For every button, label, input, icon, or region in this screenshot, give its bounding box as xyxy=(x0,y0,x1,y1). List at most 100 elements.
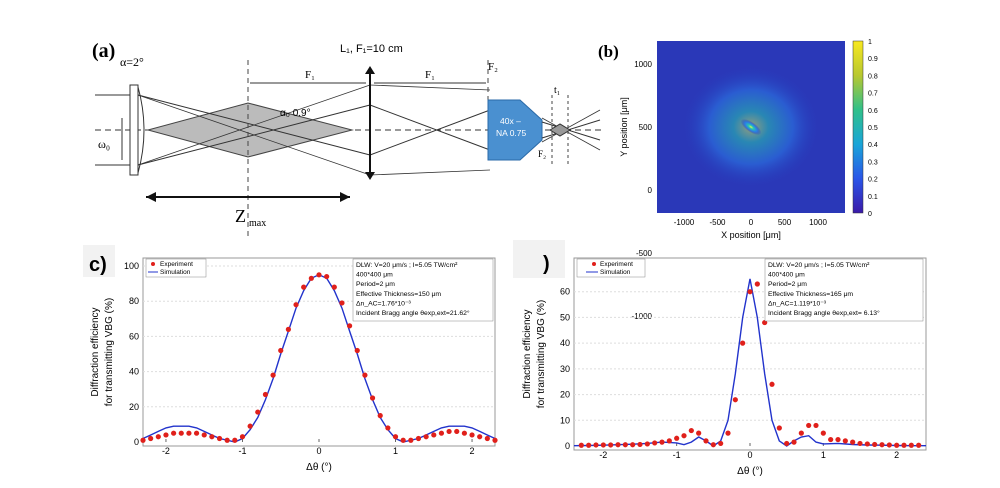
panel-b-xlabel: X position [μm] xyxy=(721,230,781,240)
f1-label: F₁ xyxy=(305,69,315,81)
experiment-point xyxy=(842,438,848,444)
experiment-point xyxy=(400,437,406,443)
info-line: DLW: V=20 μm/s ; I=5.05 TW/cm² xyxy=(768,262,870,269)
experiment-point xyxy=(232,437,238,443)
info-line: 400*400 μm xyxy=(356,272,393,279)
panel-b-xtick-label: 500 xyxy=(778,218,792,227)
experiment-point xyxy=(377,413,383,419)
panel-d-xlabel: Δθ (°) xyxy=(737,466,763,477)
ray-4 xyxy=(137,84,371,166)
experiment-point xyxy=(630,442,636,448)
bessel-zone xyxy=(146,102,354,158)
lens-arrow-bottom xyxy=(365,172,375,180)
colorbar-tick-label: 0.2 xyxy=(868,177,878,184)
zmax-sub: max xyxy=(249,218,266,229)
xtick-label: -1 xyxy=(238,446,246,456)
panel-b-ytick-label: -500 xyxy=(636,249,653,258)
experiment-point xyxy=(798,430,804,436)
experiment-point xyxy=(725,430,731,436)
lens-arrow-top xyxy=(365,66,375,74)
experiment-point xyxy=(454,428,460,435)
experiment-point xyxy=(916,442,922,448)
experiment-point xyxy=(408,437,414,443)
xtick-label: 1 xyxy=(821,450,826,460)
colorbar-tick-label: 0.8 xyxy=(868,73,878,80)
panel-a-label: (a) xyxy=(92,40,115,62)
experiment-point xyxy=(155,434,161,440)
ytick-label: 40 xyxy=(129,367,139,377)
colorbar xyxy=(852,40,864,214)
info-line: Period=2 μm xyxy=(356,281,395,288)
experiment-point xyxy=(362,372,368,378)
ytick-label: 60 xyxy=(560,287,570,297)
experiment-point xyxy=(163,432,169,438)
axicon xyxy=(129,84,139,176)
xtick-label: 2 xyxy=(470,446,475,456)
xtick-label: 2 xyxy=(894,450,899,460)
info-line: Incident Bragg angle θexp,ext=21.62° xyxy=(356,309,470,317)
experiment-point xyxy=(791,439,797,445)
experiment-point xyxy=(178,430,184,436)
experiment-point xyxy=(776,425,782,431)
panel-d-plot-area: 0 10 20 30 40 50 60 -2 -1 0 1 2 xyxy=(560,278,926,460)
beam-spot xyxy=(740,118,762,136)
panel-c-info-box xyxy=(352,258,494,322)
ray-7 xyxy=(369,84,491,91)
objective-lens xyxy=(487,99,543,161)
colorbar-tick-label: 0.6 xyxy=(868,108,878,115)
experiment-point xyxy=(278,347,284,354)
panel-b-xtick-label: 1000 xyxy=(809,218,827,227)
experiment-point xyxy=(857,440,863,447)
experiment-point xyxy=(894,442,900,448)
colorbar-tick-label: 0.3 xyxy=(868,159,878,166)
ytick-label: 20 xyxy=(129,402,139,412)
panel-d-info-text: DLW: V=20 μm/s ; I=5.05 TW/cm² 400*400 μm… xyxy=(768,262,880,317)
experiment-point xyxy=(262,391,269,398)
panel-b-ytick-label: 1000 xyxy=(634,60,652,69)
ytick-label: 20 xyxy=(560,390,570,400)
panel-d-frame xyxy=(573,257,927,451)
ytick-label: 0 xyxy=(134,437,139,447)
colorbar-tick-label: 0.5 xyxy=(868,125,878,132)
experiment-point xyxy=(784,440,790,447)
xtick-label: -2 xyxy=(599,450,607,460)
panel-b-ytick-label: 500 xyxy=(639,123,653,132)
xtick-label: 0 xyxy=(747,450,752,460)
info-line: Period=2 μm xyxy=(768,281,807,288)
info-line: DLW: V=20 μm/s ; I=5.05 TW/cm² xyxy=(356,262,458,269)
experiment-point xyxy=(666,438,672,444)
zmax-arrow-right xyxy=(340,192,350,202)
experiment-point xyxy=(209,434,215,440)
xtick-label: -2 xyxy=(162,446,170,456)
experiment-point xyxy=(901,442,907,448)
panel-c-xlabel: Δθ (°) xyxy=(306,462,332,473)
experiment-point xyxy=(308,275,314,281)
ray-5 xyxy=(369,109,491,156)
colorbar-tick-label: 0 xyxy=(868,211,872,218)
ray-8 xyxy=(369,169,491,176)
experiment-point xyxy=(864,441,870,447)
panel-c-label-box xyxy=(83,245,115,277)
panel-d-chart: ) 0 10 20 30 40 50 60 -2 -1 0 1 2 Δθ (°) Diffractio… xyxy=(513,240,927,477)
experiment-point xyxy=(820,430,826,436)
ytick-label: 0 xyxy=(565,441,570,451)
lens-label: L₁, F₁=10 cm xyxy=(340,43,403,55)
ytick-label: 80 xyxy=(129,296,139,306)
panel-b-y-ticks: 1000 500 0 -500 -1000 xyxy=(632,60,653,321)
experiment-point xyxy=(732,397,738,403)
experiment-point xyxy=(674,435,680,441)
objective-label-1: 40x – xyxy=(500,116,521,126)
experiment-point xyxy=(762,319,768,326)
experiment-point xyxy=(484,435,490,442)
f2b-label: F₂ xyxy=(538,149,546,159)
colorbar-tick-label: 0.9 xyxy=(868,56,878,63)
experiment-point xyxy=(171,430,177,436)
alpha-label: α=2° xyxy=(120,55,144,69)
experiment-point xyxy=(293,302,299,308)
zmax-label: Z xyxy=(235,206,246,226)
alpha0-label: α₀ 0.9° xyxy=(280,108,311,119)
experiment-point xyxy=(644,441,650,447)
experiment-point xyxy=(659,439,665,445)
experiment-point xyxy=(216,435,223,442)
